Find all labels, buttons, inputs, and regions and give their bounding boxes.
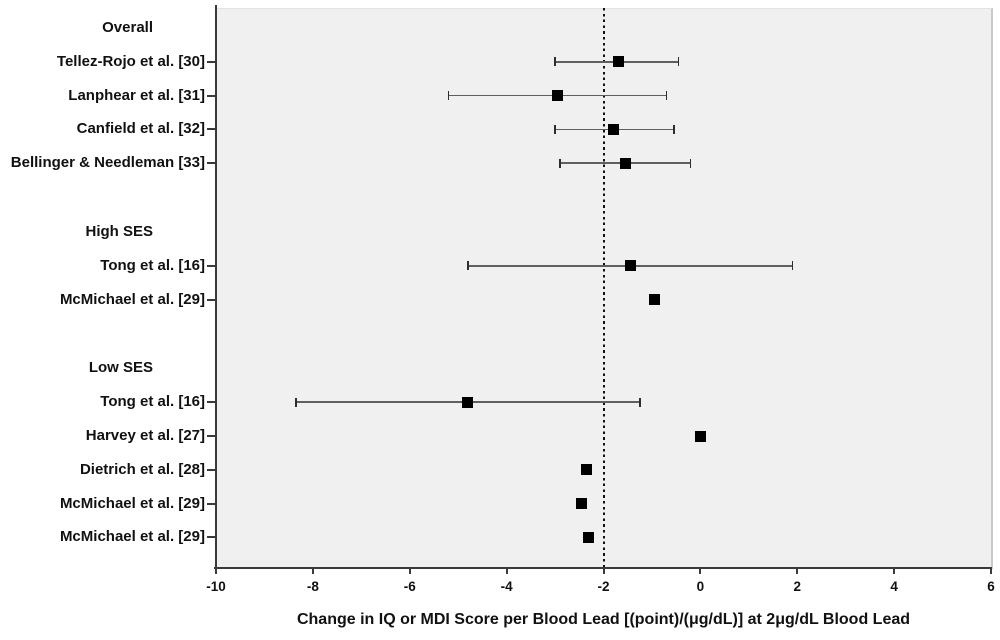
group-header-label: Overall <box>102 19 153 36</box>
group-header-label: High SES <box>85 223 153 240</box>
x-tick-label: 0 <box>696 579 705 594</box>
y-axis-tick <box>207 60 216 63</box>
y-axis-tick <box>207 536 216 539</box>
estimate-marker <box>624 260 636 272</box>
y-axis-tick <box>207 502 216 505</box>
x-axis-tick <box>893 569 896 574</box>
ci-cap-right <box>791 261 794 271</box>
x-axis-tick <box>311 569 314 574</box>
y-axis-tick <box>207 298 216 301</box>
ci-cap-right <box>677 57 680 67</box>
estimate-marker <box>648 294 660 306</box>
x-axis-title: Change in IQ or MDI Score per Blood Lead… <box>296 611 911 628</box>
y-axis-tick <box>207 162 216 165</box>
y-axis-tick <box>207 435 216 437</box>
y-axis-tick <box>207 128 216 131</box>
ci-cap-right <box>689 158 692 168</box>
x-tick-label: -10 <box>206 579 226 594</box>
y-axis-tick <box>207 468 216 471</box>
estimate-marker <box>583 531 595 543</box>
ci-cap-right <box>639 397 641 407</box>
x-tick-label: -6 <box>403 579 416 594</box>
study-label: Tong et al. [16] <box>100 393 205 411</box>
y-axis-tick <box>207 94 216 97</box>
estimate-marker <box>619 157 631 169</box>
estimate-marker <box>612 56 624 68</box>
x-tick-label: 2 <box>793 579 801 594</box>
ci-cap-left <box>554 124 556 134</box>
x-axis-tick <box>408 569 411 574</box>
estimate-marker <box>462 396 474 408</box>
ci-cap-left <box>447 91 450 101</box>
estimate-marker <box>607 123 619 135</box>
x-tick-label: -2 <box>597 579 610 594</box>
study-label: McMichael et al. [29] <box>59 494 205 512</box>
x-axis-tick <box>990 569 992 574</box>
ci-cap-left <box>467 261 469 271</box>
estimate-marker <box>581 464 593 476</box>
x-axis-tick <box>602 569 605 574</box>
study-label: Lanphear et al. [31] <box>68 86 205 104</box>
y-axis-tick <box>207 401 216 404</box>
x-axis-tick <box>505 569 508 574</box>
ci-cap-left <box>554 57 556 67</box>
estimate-marker <box>551 90 563 102</box>
x-tick-label: 4 <box>890 579 898 594</box>
reference-line-dotted <box>602 8 605 568</box>
study-label: McMichael et al. [29] <box>59 290 205 308</box>
study-label: Harvey et al. [27] <box>85 427 205 444</box>
x-axis-line <box>214 567 992 569</box>
ci-cap-left <box>295 397 297 407</box>
study-label: McMichael et al. [29] <box>59 528 205 546</box>
study-label: Tellez-Rojo et al. [30] <box>56 52 205 70</box>
y-axis-tick <box>207 264 216 267</box>
ci-cap-right <box>672 124 675 134</box>
group-header-label: Low SES <box>88 359 153 377</box>
x-axis-tick <box>796 569 799 574</box>
estimate-marker <box>694 430 706 442</box>
study-label: Tong et al. [16] <box>100 256 205 274</box>
plot-area <box>216 8 993 569</box>
study-label: Bellinger & Needleman [33] <box>10 154 205 172</box>
x-axis-tick <box>215 569 217 574</box>
ci-cap-right <box>665 91 668 101</box>
x-tick-label: 6 <box>987 579 995 594</box>
x-tick-label: -8 <box>306 579 319 594</box>
study-label: Canfield et al. [32] <box>76 120 205 138</box>
estimate-marker <box>576 498 588 510</box>
y-axis-line <box>214 5 217 568</box>
ci-cap-left <box>559 158 561 168</box>
x-tick-label: -4 <box>500 579 513 594</box>
x-axis-tick <box>699 569 702 574</box>
study-label: Dietrich et al. [28] <box>79 460 205 478</box>
